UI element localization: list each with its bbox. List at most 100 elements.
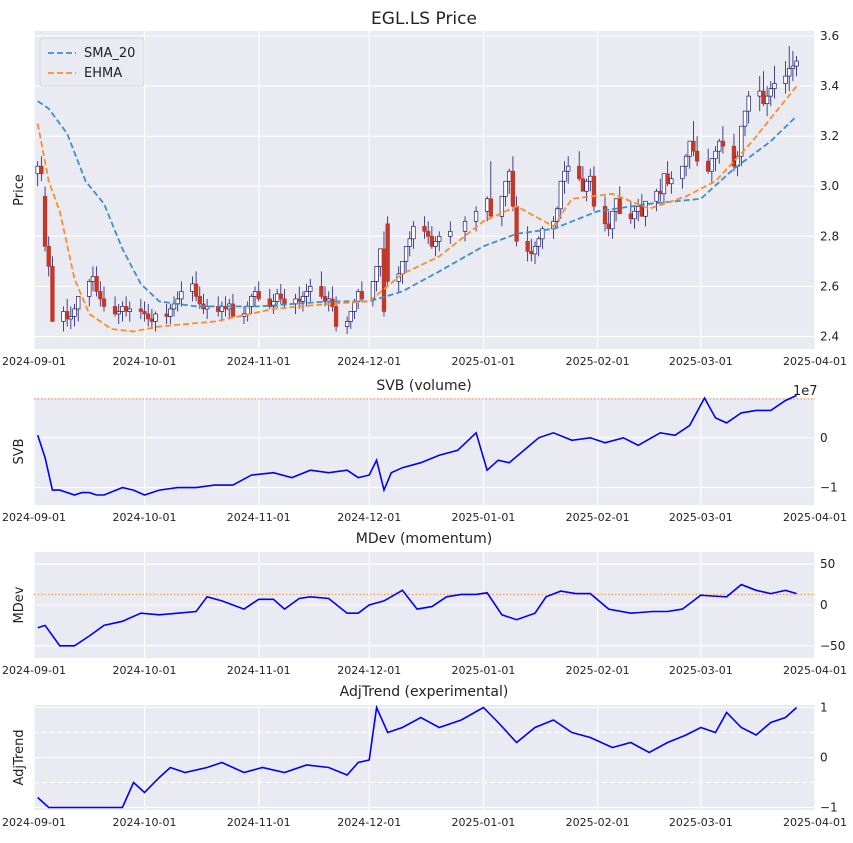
- x-tick-label: 2024-10-01: [113, 355, 177, 368]
- candle-body: [116, 311, 121, 315]
- x-tick-label: 2024-12-01: [337, 816, 401, 829]
- candle-body: [274, 293, 280, 302]
- candle-body: [706, 160, 711, 172]
- candle-body: [558, 180, 563, 210]
- candle-body: [739, 125, 744, 157]
- y-tick-label: 3.4: [820, 79, 839, 93]
- candle-body: [720, 140, 726, 147]
- x-tick-label: 2024-10-01: [113, 664, 177, 677]
- candle-body: [507, 170, 512, 182]
- candle-body: [654, 190, 659, 202]
- candle-body: [138, 308, 143, 312]
- y-tick-label: 0: [820, 431, 828, 445]
- candle-body: [319, 286, 324, 297]
- candle-body: [669, 178, 674, 185]
- mdev-chart-title: MDev (momentum): [356, 531, 492, 547]
- x-tick-label: 2024-10-01: [113, 511, 177, 524]
- candle-body: [426, 230, 431, 237]
- candle-body: [632, 210, 637, 220]
- series-line-ehma: [36, 85, 798, 333]
- x-tick-label: 2024-09-01: [2, 511, 66, 524]
- candle-body: [787, 68, 792, 77]
- x-tick-label: 2025-03-01: [669, 511, 733, 524]
- x-tick-label: 2024-09-01: [2, 816, 66, 829]
- candle-body: [503, 180, 508, 197]
- candle-body: [742, 110, 748, 127]
- candle-body: [378, 248, 383, 267]
- candle-body: [127, 308, 132, 312]
- x-tick-label: 2025-01-01: [451, 816, 515, 829]
- y-tick-label: 50: [820, 557, 835, 571]
- candle-body: [757, 90, 762, 97]
- candle-body: [429, 235, 435, 247]
- x-tick-label: 2025-02-01: [566, 664, 630, 677]
- legend-label: EHMA: [84, 66, 122, 81]
- candle-body: [190, 283, 195, 292]
- candle-body: [50, 266, 55, 322]
- candle-body: [374, 266, 379, 282]
- x-tick-label: 2025-04-01: [783, 664, 847, 677]
- candle-body: [783, 75, 788, 84]
- candle-body: [658, 190, 663, 195]
- candle-body: [72, 308, 77, 317]
- x-tick-label: 2024-11-01: [227, 511, 291, 524]
- price-chart-title: EGL.LS Price: [371, 9, 477, 29]
- y-axis-label: MDev: [12, 586, 27, 623]
- candle-body: [308, 286, 313, 292]
- x-tick-label: 2025-04-01: [783, 511, 847, 524]
- candle-body: [61, 311, 66, 322]
- candle-body: [717, 140, 722, 152]
- candle-body: [403, 245, 409, 262]
- x-tick-label: 2025-03-01: [669, 355, 733, 368]
- x-tick-label: 2025-03-01: [669, 664, 733, 677]
- candle-body: [385, 223, 390, 282]
- candle-body: [381, 248, 387, 312]
- candle-body: [153, 313, 158, 322]
- candle-body: [230, 303, 236, 317]
- candle-body: [761, 90, 766, 104]
- candle-body: [768, 88, 773, 97]
- candle-body: [168, 308, 173, 317]
- x-tick-label: 2025-04-01: [783, 816, 847, 829]
- candle-body: [591, 175, 597, 207]
- candle-body: [304, 291, 309, 297]
- candle-body: [98, 291, 103, 300]
- candle-body: [271, 301, 276, 307]
- svb-chart: 2024-09-01 2024-10-01 2024-11-01 2024-12-01…: [2, 384, 847, 524]
- x-tick-label: 2025-01-01: [451, 511, 515, 524]
- candle-body: [433, 240, 438, 247]
- x-tick-label: 2025-02-01: [566, 355, 630, 368]
- plot-area: [34, 31, 815, 349]
- candle-body: [794, 60, 799, 67]
- candle-body: [407, 238, 412, 247]
- candle-body: [171, 303, 177, 310]
- candle-body: [101, 298, 107, 307]
- y-tick-label: 3.2: [820, 129, 839, 143]
- candle-body: [709, 158, 714, 172]
- y-tick-label: 1: [820, 701, 828, 715]
- candle-body: [400, 261, 405, 275]
- legend-label: SMA_20: [84, 46, 135, 61]
- y-axis-label: AdjTrend: [12, 729, 27, 785]
- y-tick-label: −1: [820, 801, 838, 815]
- candle-body: [790, 65, 796, 69]
- x-tick-label: 2025-01-01: [451, 664, 515, 677]
- candle-body: [532, 245, 538, 255]
- candle-body: [488, 198, 493, 217]
- adjtrend-chart-title: AdjTrend (experimental): [340, 684, 509, 700]
- candle-body: [146, 313, 151, 320]
- y-tick-label: 3.6: [820, 29, 839, 43]
- mdev-chart: 2024-09-01 2024-10-01 2024-11-01 2024-12-01…: [2, 552, 847, 677]
- candle-body: [525, 240, 530, 252]
- candle-body: [462, 220, 468, 232]
- x-tick-label: 2024-09-01: [2, 355, 66, 368]
- candle-body: [142, 311, 147, 315]
- candle-body: [602, 205, 608, 225]
- plot-area: [34, 398, 815, 505]
- candle-body: [94, 276, 99, 292]
- candle-body: [584, 180, 589, 192]
- candle-body: [473, 210, 479, 222]
- x-tick-label: 2024-12-01: [337, 664, 401, 677]
- y-tick-label: 2.6: [820, 279, 839, 293]
- candle-body: [356, 291, 361, 302]
